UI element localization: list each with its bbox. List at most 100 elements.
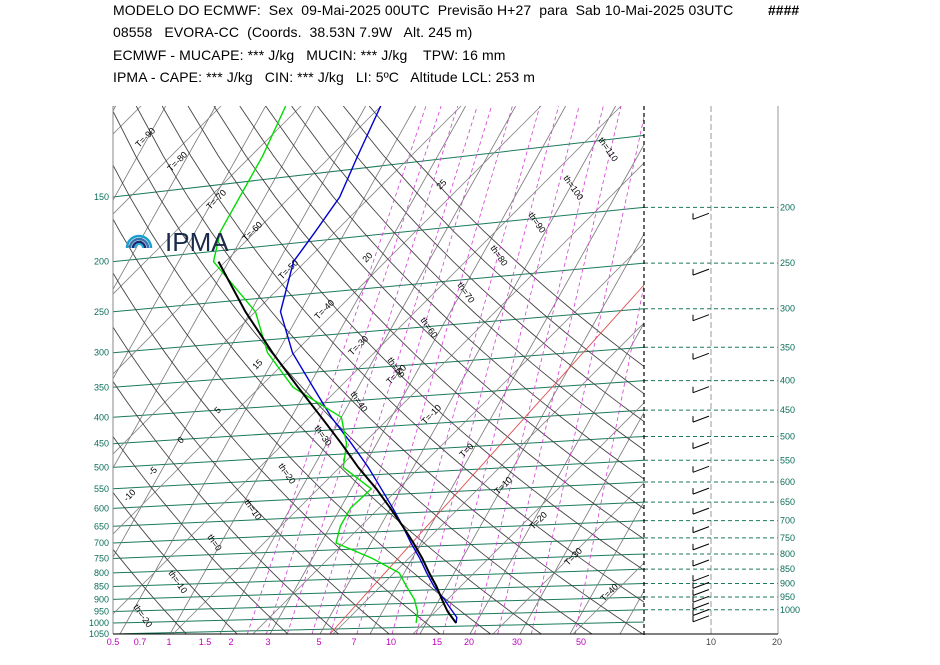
pressure-label-right: 650	[780, 497, 795, 507]
pressure-label-left: 550	[94, 484, 109, 494]
mixing-ratio-label: 2	[228, 637, 233, 647]
pressure-label-left: 350	[94, 382, 109, 392]
pressure-label-right: 600	[780, 477, 795, 487]
isotherm-line	[469, 322, 644, 634]
mixing-ratio-label: 7	[351, 637, 356, 647]
isotherm-label: T=20	[527, 510, 549, 532]
dry-adiabat-line	[161, 106, 644, 603]
isotherm-label: T=-30	[346, 334, 370, 358]
wind-barb	[692, 589, 710, 596]
mixing-ratio-line	[530, 115, 644, 634]
isobar-line	[113, 435, 644, 468]
wind-barb-staff	[692, 507, 710, 515]
mixing-ratio-line	[415, 106, 560, 634]
pressure-label-left: 450	[94, 439, 109, 449]
isobar-line	[113, 520, 644, 544]
dry-adiabat-label: th=110	[596, 135, 620, 163]
isobar-line	[113, 621, 644, 634]
mixing-ratio-line	[356, 106, 513, 634]
dry-adiabat-line	[187, 106, 644, 571]
wind-barb	[692, 442, 710, 449]
isotherm-line	[369, 143, 644, 634]
wind-barb-staff	[692, 543, 710, 551]
grid-diag-line	[113, 106, 382, 375]
isobar-line	[113, 262, 644, 313]
pressure-label-left: 500	[94, 462, 109, 472]
wind-barb	[692, 615, 710, 623]
pressure-label-right: 200	[780, 202, 795, 212]
header-line-2: 08558 EVORA-CC (Coords. 38.53N 7.9W Alt.…	[113, 24, 473, 40]
wind-barb	[692, 526, 710, 534]
wind-barb-staff	[692, 314, 710, 322]
wind-barb	[692, 487, 710, 495]
grid-diag-line	[0, 74, 93, 634]
isotherm-line	[519, 411, 644, 634]
pressure-label-right: 550	[780, 455, 795, 465]
header-line-3: ECMWF - MUCAPE: *** J/kg MUCIN: *** J/kg…	[113, 47, 506, 63]
mixing-ratio-line	[311, 106, 478, 634]
pressure-label-left: 650	[94, 521, 109, 531]
wind-barb	[692, 314, 710, 322]
mixing-ratio-line	[265, 106, 442, 634]
moist-adiabat-label: -5	[146, 465, 159, 478]
grid-diag-line	[813, 74, 940, 634]
isotherm-line	[113, 106, 217, 291]
pressure-label-left: 750	[94, 553, 109, 563]
mixing-ratio-line	[329, 106, 492, 634]
mixing-ratio-label: 15	[432, 637, 442, 647]
wind-barb-staff	[692, 352, 710, 360]
moist-adiabat-label: 5	[212, 405, 223, 416]
mixing-ratio-label: 3	[265, 637, 270, 647]
mixing-ratio-label: 30	[512, 637, 522, 647]
isotherm-label: T=0	[457, 441, 475, 459]
pressure-label-right: 950	[780, 592, 795, 602]
moist-adiabat-label: 25	[434, 177, 448, 191]
mixing-ratio-label: 20	[464, 637, 474, 647]
pressure-label-left: 600	[94, 503, 109, 513]
wind-barb-staff	[692, 559, 710, 567]
isobar-line	[113, 596, 644, 613]
isotherm-line	[113, 106, 267, 380]
wind-barb-staff	[692, 526, 710, 534]
dry-adiabat-line	[113, 326, 390, 634]
grid-diag-line	[653, 74, 940, 634]
dry-adiabat-label: th=0	[205, 532, 223, 552]
mixing-ratio-line	[574, 283, 644, 634]
wind-barb-staff	[692, 386, 710, 394]
series-temperature	[279, 106, 458, 624]
wind-barb-staff	[692, 415, 710, 423]
isobar-line	[113, 459, 644, 490]
mixing-ratio-line	[474, 106, 604, 634]
dry-adiabat-line	[113, 435, 289, 634]
wind-barb	[692, 602, 710, 610]
isotherm-line	[269, 106, 567, 634]
grid-diag-line	[113, 106, 142, 135]
isotherm-label: T=-80	[165, 150, 189, 174]
wind-barb-staff	[692, 442, 710, 449]
series-parcel	[217, 261, 457, 624]
wind-barb-staff	[692, 574, 710, 582]
pressure-label-left: 700	[94, 538, 109, 548]
pressure-label-left: 300	[94, 348, 109, 358]
mixing-ratio-line	[442, 106, 580, 634]
pressure-label-left: 950	[94, 607, 109, 617]
moist-adiabat-label: 0	[175, 435, 186, 446]
wind-barb	[692, 543, 710, 551]
dry-adiabat-label: th=30	[312, 423, 333, 447]
isobar-line	[113, 582, 644, 600]
wind-barb-staff	[692, 602, 710, 610]
isotherm-line	[113, 106, 167, 201]
mixing-ratio-line	[246, 106, 427, 634]
mixing-ratio-label: 1.5	[199, 637, 212, 647]
isobar-line	[113, 134, 644, 198]
wind-barb	[692, 609, 710, 616]
wind-axis-label: 20	[772, 637, 782, 647]
isotherm-label: T=-60	[240, 220, 264, 244]
dry-adiabat-label: th=-10	[166, 568, 189, 595]
header-line-1: MODELO DO ECMWF: Sex 09-Mai-2025 00UTC P…	[113, 2, 734, 18]
ipma-logo: IPMA	[125, 227, 229, 257]
dry-adiabat-line	[213, 106, 644, 540]
dry-adiabat-line	[113, 164, 542, 634]
isotherm-line	[113, 106, 367, 559]
pressure-label-left: 1050	[89, 629, 109, 639]
